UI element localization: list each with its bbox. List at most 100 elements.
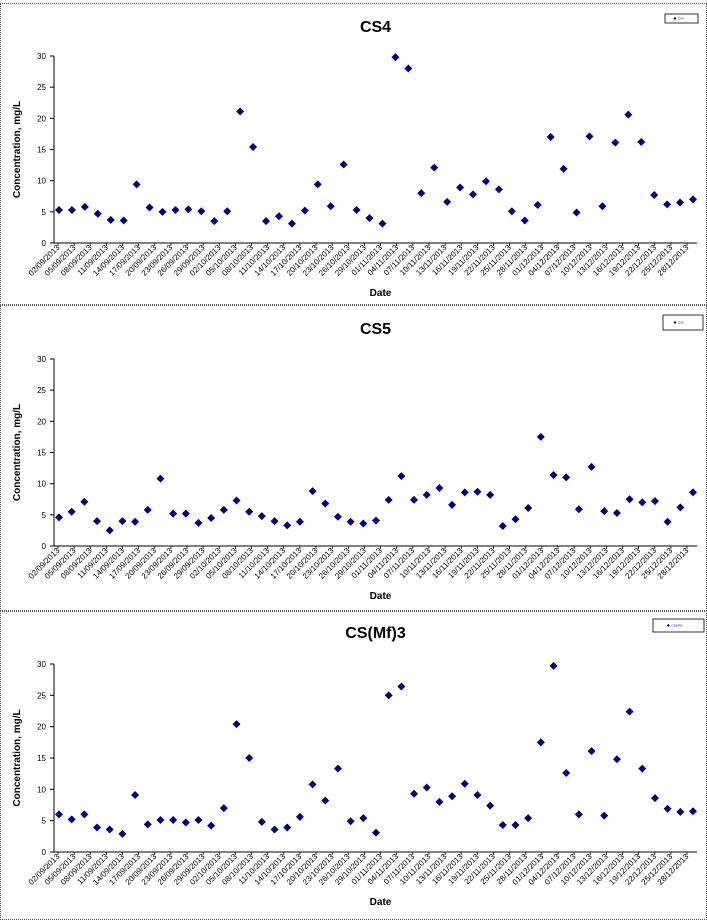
chart1-data-point xyxy=(270,517,279,526)
chart2-data-point xyxy=(612,755,621,764)
chart1-data-point xyxy=(511,515,520,524)
chart2-data-point xyxy=(257,817,266,826)
chart1-data-point xyxy=(384,495,393,504)
chart0-y-tick-label: 15 xyxy=(37,146,46,155)
chart0-data-point xyxy=(67,205,76,214)
chart2-data-point xyxy=(346,817,355,826)
chart1-data-point xyxy=(55,513,63,522)
chart1-data-point xyxy=(473,487,482,496)
chart1-data-point xyxy=(105,526,114,535)
chart2-data-point xyxy=(384,691,393,700)
chart1-data-point xyxy=(169,509,178,518)
chart0-data-point xyxy=(585,132,594,141)
chart2-data-point xyxy=(131,790,140,799)
chart0-data-point xyxy=(274,212,283,221)
chart2-data-point xyxy=(93,823,102,832)
chart1-y-tick-label: 5 xyxy=(42,511,47,520)
chart1-data-point xyxy=(321,499,330,508)
chart1-data-point xyxy=(524,503,533,512)
chart2-y-axis-label: Concentration, mg/L xyxy=(12,709,23,806)
chart0-data-point xyxy=(469,190,478,199)
chart-panel-cs4: CS4 CS4 0 5 10 15 20 25 30 02/09/2013 05/09/2013 08… xyxy=(0,3,707,305)
chart2-data-point xyxy=(663,804,672,813)
chart2-y-tick-label: 5 xyxy=(42,817,47,826)
chart0-data-point xyxy=(326,202,335,211)
chart0-data-point xyxy=(404,64,413,73)
chart2-y-tick-label: 20 xyxy=(37,723,46,732)
chart2-data-point xyxy=(676,807,685,816)
chart0-data-point xyxy=(507,207,516,216)
chart0-data-point xyxy=(132,180,141,189)
chart1-data-point xyxy=(80,497,89,506)
chart0-data-point xyxy=(158,207,167,216)
chart2-data-point xyxy=(498,821,507,830)
chart2-title: CS(Mf)3 xyxy=(345,625,406,642)
chart0-legend-box xyxy=(664,13,699,24)
chart0-data-point xyxy=(663,200,672,209)
chart2-data-point xyxy=(372,828,380,837)
chart1-data-point xyxy=(283,521,292,530)
chart0-data-point xyxy=(494,185,503,194)
chart0-y-tick-label: 20 xyxy=(37,114,46,123)
chart1-data-point xyxy=(181,509,190,518)
chart0-legend-marker xyxy=(673,17,677,20)
chart0-data-point xyxy=(481,177,490,186)
chart1-y-tick-label: 10 xyxy=(37,480,46,489)
chart1-data-point xyxy=(676,503,685,512)
chart2-data-point xyxy=(625,707,634,716)
chart2-data-point xyxy=(143,820,152,829)
chart2-data-point xyxy=(435,797,444,806)
chart1-data-point xyxy=(308,487,317,496)
chart0-data-point xyxy=(184,205,193,214)
chart0-data-point xyxy=(262,217,271,226)
chart1-data-point xyxy=(257,512,266,521)
chart2-data-point xyxy=(422,783,431,792)
chart2-data-point xyxy=(232,720,241,729)
chart2-data-point xyxy=(80,810,89,819)
chart0-data-point xyxy=(119,216,128,225)
chart2-y-tick-label: 30 xyxy=(37,660,46,669)
chart1-x-axis-label: Date xyxy=(370,591,392,602)
chart0-data-point xyxy=(106,215,115,224)
chart2-y-tick-label: 15 xyxy=(37,754,46,763)
chart1-data-point xyxy=(67,507,76,516)
chart-panel-csmf3: CS(Mf)3 CS(Mf)3 0 5 10 15 20 25 30 02/09/2013 05/0… xyxy=(0,611,707,920)
chart0-data-point xyxy=(430,163,439,172)
chart0-data-point xyxy=(300,206,309,215)
chart0-data-point xyxy=(546,133,555,142)
chart2-data-point xyxy=(219,804,228,813)
chart2-legend-label: CS(Mf)3 xyxy=(671,624,682,628)
chart1-data-point xyxy=(612,508,621,517)
chart0-data-point xyxy=(313,180,322,189)
chart1-legend-label: CS5 xyxy=(678,321,684,325)
chart2-data-point xyxy=(270,825,279,834)
chart0-data-point xyxy=(223,207,232,216)
chart0-data-point xyxy=(611,138,620,147)
chart0-legend-label: CS4 xyxy=(678,17,684,21)
chart2-data-point xyxy=(245,754,254,762)
chart0-data-point xyxy=(689,195,697,204)
chart0-data-point xyxy=(80,202,89,211)
chart2-data-point xyxy=(536,738,545,747)
chart0-data-point xyxy=(598,202,607,211)
chart1-data-point xyxy=(625,495,634,504)
chart1-y-tick-label: 30 xyxy=(37,355,46,364)
chart0-data-point xyxy=(456,183,465,192)
chart1-data-point xyxy=(93,517,102,526)
chart0-data-point xyxy=(417,189,426,198)
chart0-data-point xyxy=(443,197,452,206)
chart2-y-tick-label: 25 xyxy=(37,691,46,700)
chart0-data-point xyxy=(637,138,646,147)
chart1-y-axis-label: Concentration, mg/L xyxy=(12,404,23,501)
chart1-data-point xyxy=(650,497,659,506)
chart0-data-point xyxy=(559,164,568,173)
chart0-y-tick-label: 0 xyxy=(42,239,47,248)
chart1-data-point xyxy=(562,473,571,482)
chart2-data-point xyxy=(524,814,533,823)
chart2-data-point xyxy=(473,790,482,799)
chart1-data-point xyxy=(448,500,457,509)
chart2-data-point xyxy=(410,789,419,798)
chart2-data-point xyxy=(574,810,583,819)
chart1-data-point xyxy=(232,496,241,505)
chart0-y-tick-label: 30 xyxy=(37,52,46,61)
